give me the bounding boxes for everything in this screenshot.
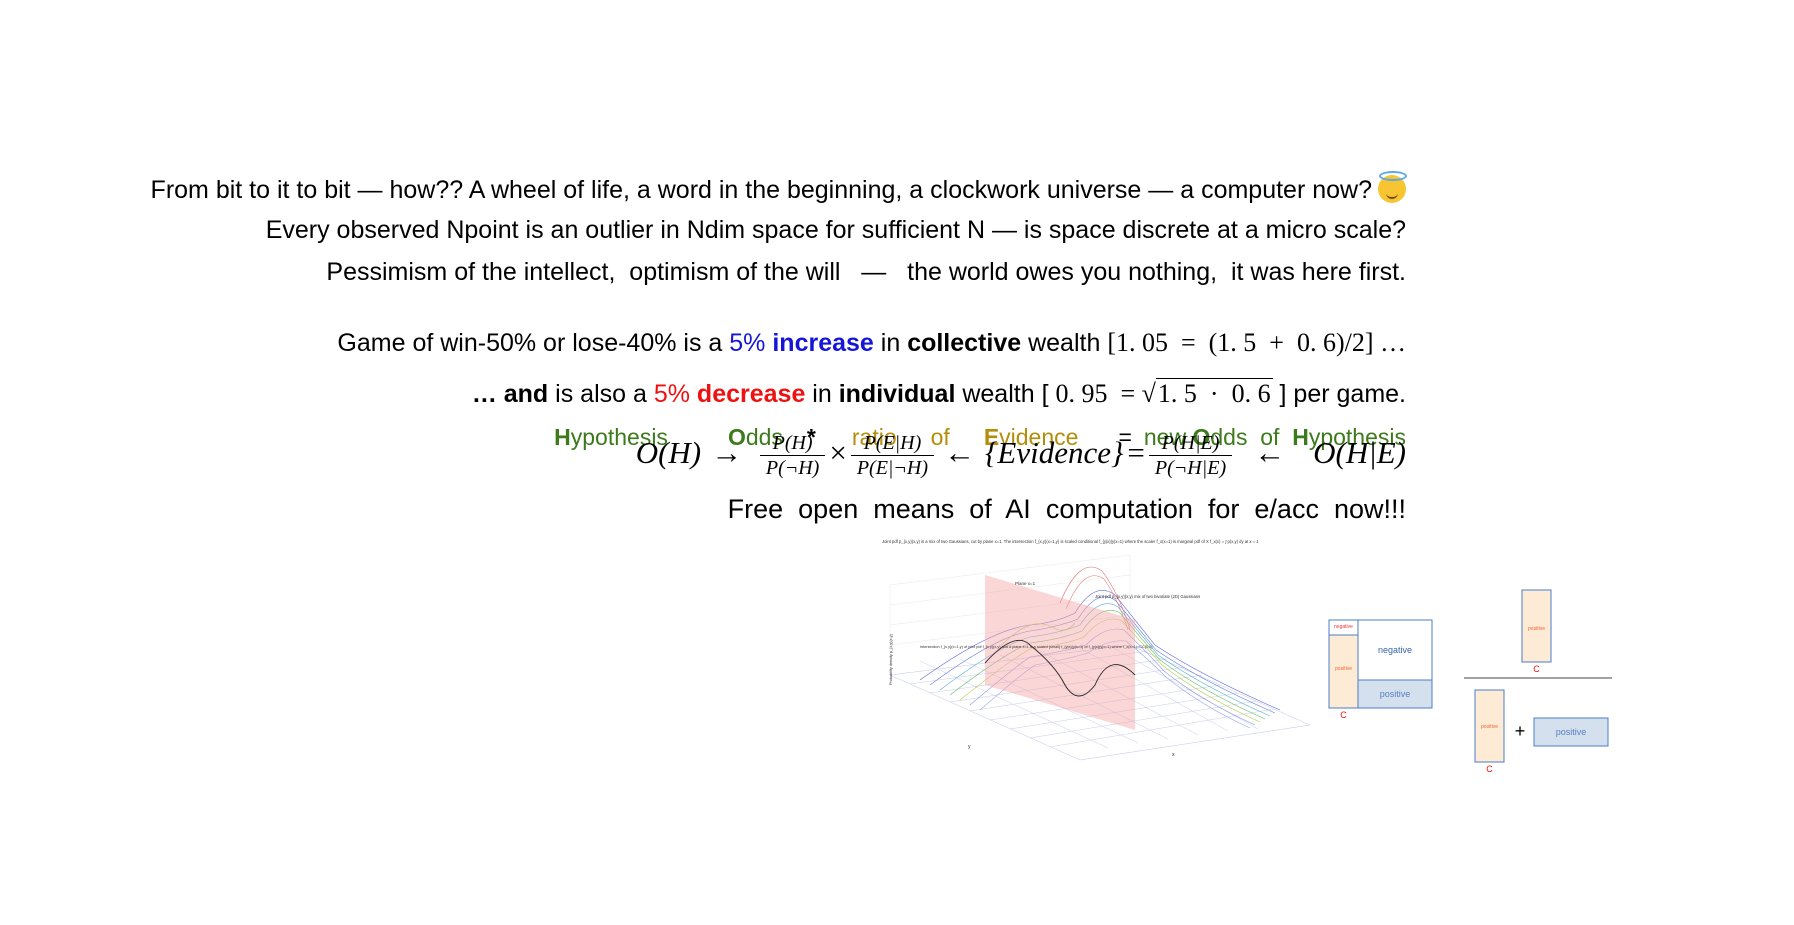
eq-f1-den: P(¬H) bbox=[765, 457, 820, 480]
smiling-face-with-halo-icon bbox=[1378, 171, 1407, 203]
l4-collective: collective bbox=[907, 329, 1022, 357]
intersection-curve bbox=[984, 640, 1136, 697]
l4-wealth: wealth bbox=[1021, 329, 1108, 357]
text-line-6-legend: Hypothesis Odds * ratio of Evidence = new Odds … bbox=[541, 392, 1406, 452]
axis-y-label: y bbox=[968, 744, 971, 750]
sqrt-sign: √ bbox=[1141, 379, 1156, 408]
l6-evidence: vidence bbox=[999, 424, 1079, 450]
l6-h2: H bbox=[1292, 424, 1309, 450]
l5-per-game: ] per game. bbox=[1272, 380, 1406, 408]
l6-star: * bbox=[806, 424, 816, 450]
bayes-odds-equation: O(H) → P(H) P(¬H) × P(E|H) P(E|¬H) ← {Evidence}… bbox=[636, 428, 1406, 480]
eq-prior-odds: O(H) bbox=[635, 435, 702, 470]
eq-f2-num: P(E|H) bbox=[850, 431, 935, 457]
fraction-box-diagram: positive C positive + positive C bbox=[1464, 589, 1612, 774]
eq-equals: = bbox=[1127, 435, 1145, 470]
eq-f1-num: P(H) bbox=[759, 431, 826, 457]
l6-ratio: ratio bbox=[851, 424, 897, 450]
l6-hypothesis2: ypothesis bbox=[1308, 424, 1406, 450]
l6-of2: of bbox=[1260, 424, 1280, 450]
eq-arrow-left: ← bbox=[944, 435, 976, 470]
plus-sign: + bbox=[1515, 721, 1526, 741]
text-line-1: From bit to it to bit — how?? A wheel of… bbox=[150, 171, 1407, 205]
l6-of: of bbox=[930, 424, 950, 450]
l4-formula: [1. 05 = (1. 5 + 0. 6)/2] … bbox=[1107, 328, 1406, 357]
l6-o2: O bbox=[1192, 424, 1211, 450]
l5-wealth: wealth [ bbox=[955, 380, 1056, 408]
text-line-8: Free open means of AI computation for e/… bbox=[727, 494, 1406, 524]
c-label-box1: C bbox=[1340, 710, 1347, 720]
eq-arrow-right: → bbox=[711, 435, 743, 470]
text-line-4: Game of win-50% or lose-40% is a 5% incr… bbox=[324, 298, 1406, 358]
negative-label: negative bbox=[1378, 645, 1412, 655]
eq-times: × bbox=[829, 435, 847, 470]
eq-prior-fraction: P(H) P(¬H) bbox=[759, 431, 826, 480]
positive-left-label: positive bbox=[1481, 724, 1498, 730]
l5-decrease: decrease bbox=[696, 380, 806, 408]
c-label-bottom: C bbox=[1486, 764, 1493, 774]
positive-small-label: positive bbox=[1335, 666, 1352, 672]
positive-top-label: positive bbox=[1528, 626, 1545, 632]
l6-o: O bbox=[727, 424, 746, 450]
l6-odds: dds bbox=[745, 424, 783, 450]
l6-e: E bbox=[983, 424, 1000, 450]
l5-is-also: is also a bbox=[548, 380, 654, 408]
l4-in: in bbox=[873, 329, 908, 357]
eq-arrow-left-2: ← bbox=[1254, 435, 1286, 470]
pdf-surface bbox=[919, 566, 1281, 729]
axis-x-label: x bbox=[1172, 752, 1175, 758]
c-label-top: C bbox=[1533, 664, 1540, 674]
confusion-box-diagram: negative positive negative positive C bbox=[1328, 619, 1433, 720]
l6-new: new bbox=[1143, 424, 1187, 450]
plane-x-1 bbox=[985, 575, 1135, 730]
eq-f2-den: P(E|¬H) bbox=[856, 457, 929, 480]
positive-label: positive bbox=[1380, 689, 1411, 699]
eq-likelihood-fraction: P(E|H) P(E|¬H) bbox=[850, 431, 935, 480]
intersect-label: Intersection f_{x,y}(x=1,y) of joint pdf… bbox=[920, 645, 1153, 649]
eq-posterior-fraction: P(H|E) P(¬H|E) bbox=[1148, 431, 1233, 480]
text-line-3: Pessimism of the intellect, optimism of … bbox=[326, 258, 1406, 286]
eq-evidence: {Evidence} bbox=[985, 435, 1124, 470]
l5-and: … and bbox=[471, 380, 549, 408]
text-line-5: … and is also a 5% decrease in individua… bbox=[458, 348, 1406, 409]
l5-sqrt-content: 1. 5 · 0. 6 bbox=[1155, 378, 1273, 408]
l6-equals: = bbox=[1118, 424, 1132, 450]
ylabel: Probability density p_{x,y}(x,y) bbox=[889, 633, 893, 685]
l5-formula: 0. 95 = bbox=[1055, 379, 1142, 408]
line-1-text: From bit to it to bit — how?? A wheel of… bbox=[150, 176, 1372, 204]
figure-caption: Joint pdf p_{x,y}(x,y) is a mix of two G… bbox=[882, 539, 1259, 544]
l6-odds2: dds bbox=[1210, 424, 1248, 450]
text-line-2: Every observed Npoint is an outlier in N… bbox=[265, 216, 1406, 244]
negative-small-label: negative bbox=[1334, 624, 1353, 630]
l4-five-percent: 5% bbox=[729, 329, 766, 357]
eq-f3-num: P(H|E) bbox=[1148, 431, 1233, 457]
l5-in: in bbox=[805, 380, 839, 408]
joint-pdf-3d-figure: Joint pdf p_{x,y}(x,y) is a mix of two G… bbox=[882, 539, 1311, 761]
positive-right-label: positive bbox=[1556, 727, 1587, 737]
eq-posterior-odds: O(H|E) bbox=[1313, 435, 1406, 470]
l6-hypothesis: ypothesis bbox=[570, 424, 668, 450]
l4-increase: increase bbox=[772, 329, 874, 357]
l6-h: H bbox=[554, 424, 571, 450]
l5-individual: individual bbox=[838, 380, 956, 408]
l5-five-percent: 5% bbox=[653, 380, 690, 408]
ground-grid bbox=[889, 644, 1311, 761]
joint-label: Joint pdf p_{x,y}(x,y) mix of two bivari… bbox=[1095, 594, 1200, 599]
plane-label: Plane x=1 bbox=[1015, 581, 1036, 586]
eq-f3-den: P(¬H|E) bbox=[1154, 457, 1227, 480]
l4-a: Game of win-50% or lose-40% is a bbox=[337, 329, 730, 357]
